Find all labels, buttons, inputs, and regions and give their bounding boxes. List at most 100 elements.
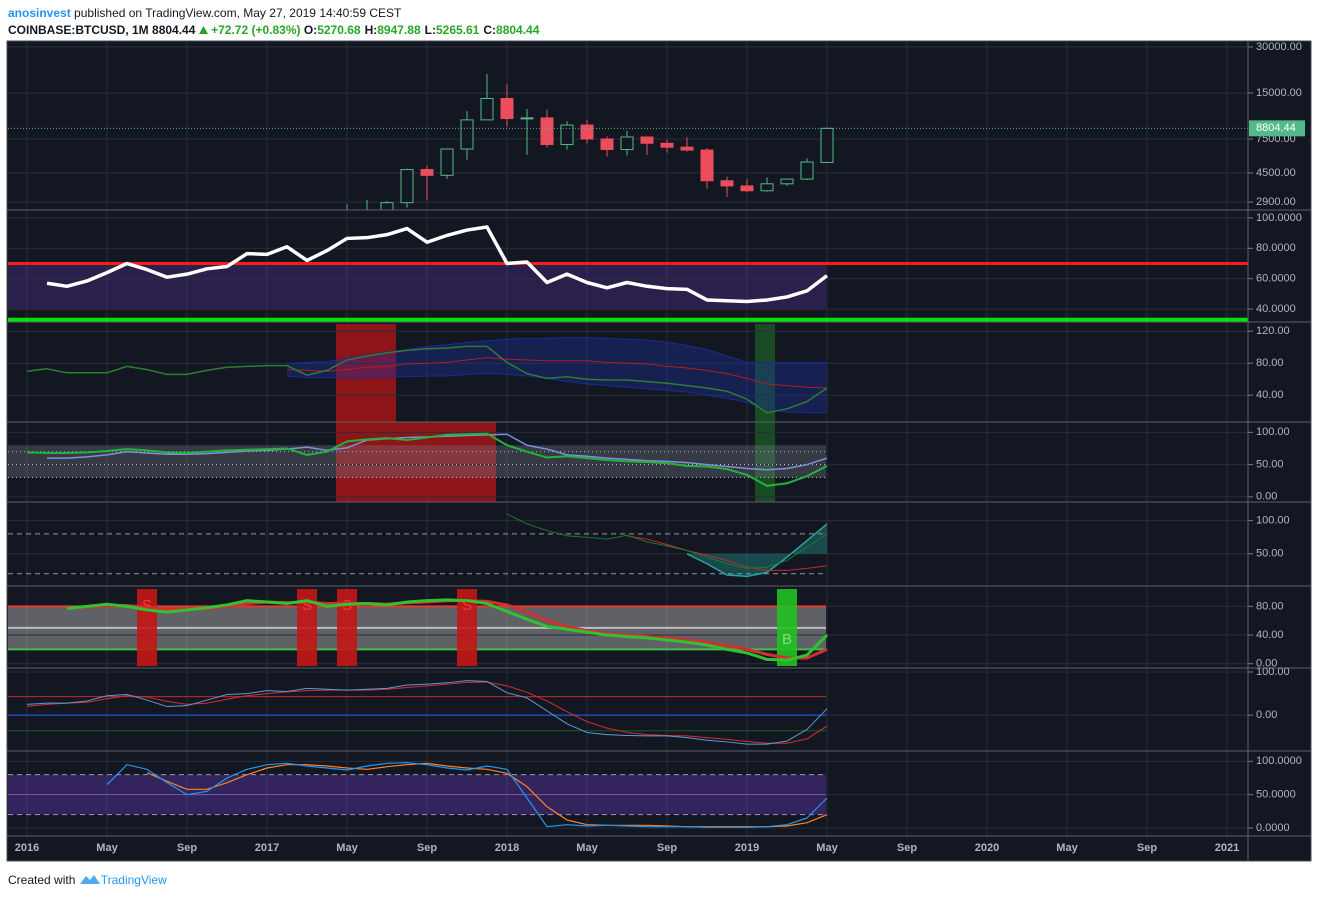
x-tick-label: Sep xyxy=(177,842,197,854)
band xyxy=(8,774,826,815)
candle-body xyxy=(720,180,734,187)
series-line xyxy=(286,357,828,389)
y-tick-label: 60.0000 xyxy=(1256,273,1296,285)
y-tick-label: 30000.00 xyxy=(1256,41,1302,53)
y-tick-label: 0.0000 xyxy=(1256,822,1290,834)
y-tick-label: 80.0000 xyxy=(1256,242,1296,254)
x-tick-label: Sep xyxy=(657,842,677,854)
series-line xyxy=(66,598,829,662)
ohlc-key: H: xyxy=(364,23,378,37)
y-tick-label: 7500.00 xyxy=(1256,133,1296,145)
header: anosinvest published on TradingView.com,… xyxy=(8,5,543,39)
candle-body xyxy=(760,183,774,192)
x-tick-label: 2017 xyxy=(255,842,279,854)
footer-brand[interactable]: TradingView xyxy=(100,873,167,887)
series-line xyxy=(626,535,828,571)
signal-bar xyxy=(457,589,477,666)
footer: Created with TradingView xyxy=(8,873,167,887)
ohlc-key: C: xyxy=(483,23,497,37)
y-tick-label: 0.00 xyxy=(1256,658,1277,670)
signal-bar xyxy=(337,589,357,666)
x-tick-label: 2018 xyxy=(495,842,519,854)
y-tick-label: 100.00 xyxy=(1256,515,1290,527)
ohlc-value: 8947.88 xyxy=(377,23,421,37)
band xyxy=(8,445,826,478)
chart-background xyxy=(6,40,1312,862)
signal-label: B xyxy=(782,631,792,648)
ohlc-key: L: xyxy=(424,23,436,37)
x-tick-label: 2016 xyxy=(15,842,39,854)
candle-body xyxy=(620,136,634,151)
signal-label: S xyxy=(462,597,472,614)
x-tick-label: 2019 xyxy=(735,842,759,854)
y-tick-label: 120.00 xyxy=(1256,325,1290,337)
x-tick-label: Sep xyxy=(897,842,917,854)
signal-region xyxy=(755,422,775,502)
candle-body xyxy=(580,124,594,140)
series-line xyxy=(146,762,828,828)
candle-body xyxy=(700,149,714,182)
last-price-label: 8804.44 xyxy=(1256,122,1296,134)
author[interactable]: anosinvest xyxy=(8,6,71,20)
byline: anosinvest published on TradingView.com,… xyxy=(8,5,543,22)
series-line xyxy=(46,225,829,304)
series-line xyxy=(286,337,827,364)
x-tick-label: May xyxy=(336,842,358,854)
candle-body xyxy=(820,127,834,163)
signal-label: S xyxy=(302,597,312,614)
x-tick-label: May xyxy=(1056,842,1078,854)
y-tick-label: 2900.00 xyxy=(1256,196,1296,208)
ohlc-value: 8804.44 xyxy=(496,23,540,37)
candle-body xyxy=(440,148,454,176)
candle-body xyxy=(420,169,434,176)
series-line xyxy=(26,345,828,414)
candle-body xyxy=(341,218,353,253)
ohlc-key: O: xyxy=(303,23,318,37)
candle-body xyxy=(740,185,754,192)
candle-body xyxy=(400,169,414,204)
series-fill xyxy=(687,523,827,577)
ohlc: O:5270.68 H:8947.88 L:5265.61 C:8804.44 xyxy=(304,23,544,37)
series-line xyxy=(26,681,828,744)
candle-body xyxy=(600,138,614,151)
x-tick-label: May xyxy=(576,842,598,854)
signal-region xyxy=(336,422,496,502)
series-line xyxy=(26,680,828,745)
series-line xyxy=(506,513,828,569)
candle-body xyxy=(680,146,694,151)
candle-body xyxy=(480,97,494,121)
y-tick-label: 100.00 xyxy=(1256,666,1290,678)
y-tick-label: 50.0000 xyxy=(1256,789,1296,801)
y-tick-label: 40.00 xyxy=(1256,389,1284,401)
candle-body xyxy=(800,161,814,180)
y-tick-label: 0.00 xyxy=(1256,491,1277,503)
footer-prefix: Created with xyxy=(8,873,76,887)
y-tick-label: 100.0000 xyxy=(1256,212,1302,224)
x-tick-label: May xyxy=(816,842,838,854)
symbol-line: COINBASE:BTCUSD, 1M 8804.44 +72.72 (+0.8… xyxy=(8,22,543,39)
x-tick-label: May xyxy=(96,842,118,854)
published: published on TradingView.com, May 27, 20… xyxy=(74,6,402,20)
candle-body xyxy=(560,124,574,146)
y-tick-label: 80.00 xyxy=(1256,600,1284,612)
x-tick-label: 2021 xyxy=(1215,842,1239,854)
y-tick-label: 0.00 xyxy=(1256,709,1277,721)
y-tick-label: 4500.00 xyxy=(1256,167,1296,179)
candle-body xyxy=(660,142,674,148)
y-tick-label: 40.0000 xyxy=(1256,303,1296,315)
last: 8804.44 xyxy=(152,23,196,37)
series-line xyxy=(106,762,828,828)
signal-region xyxy=(755,324,775,422)
candles xyxy=(341,74,834,253)
y-tick-label: 80.00 xyxy=(1256,357,1284,369)
ohlc-value: 5265.61 xyxy=(435,23,480,37)
candle-body xyxy=(780,178,794,185)
x-tick-label: Sep xyxy=(1137,842,1157,854)
series-line xyxy=(66,599,828,660)
signal-bar xyxy=(297,589,317,666)
x-tick-label: Sep xyxy=(417,842,437,854)
y-tick-label: 100.0000 xyxy=(1256,755,1302,767)
channel-fill xyxy=(287,337,827,413)
